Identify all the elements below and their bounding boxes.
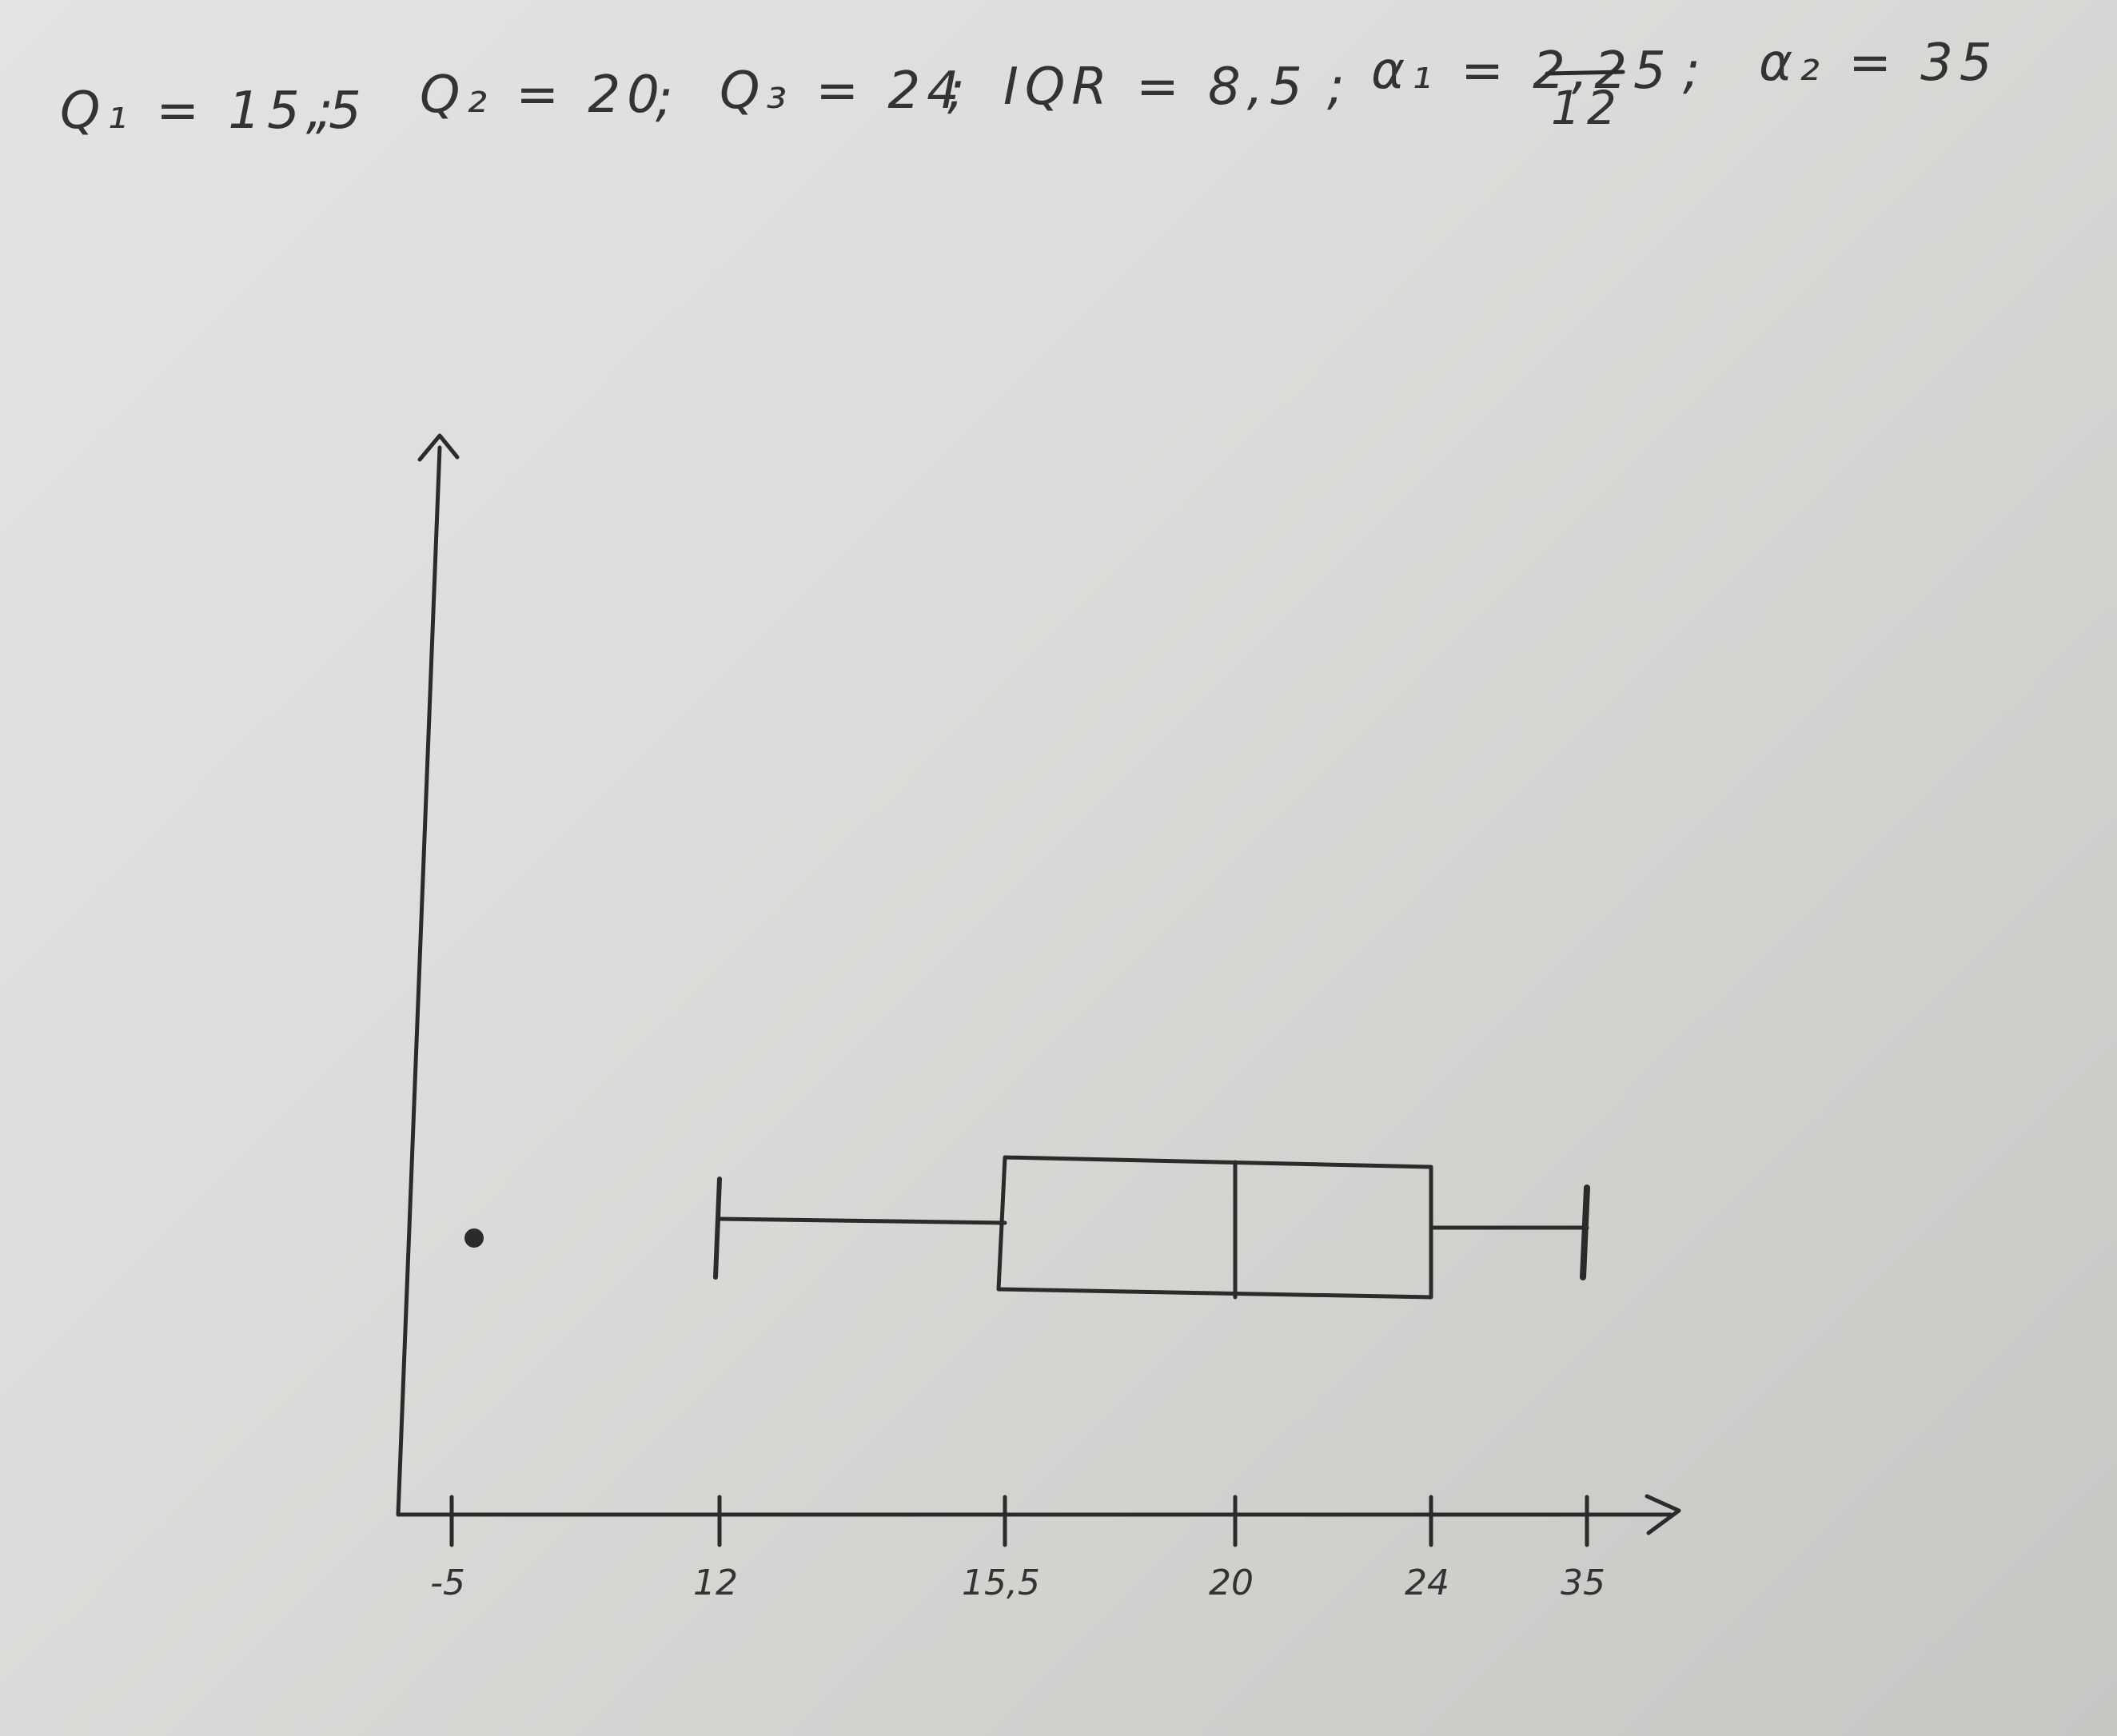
x-tick-label: -5 xyxy=(430,1563,465,1603)
whisker-low xyxy=(717,1216,1007,1225)
iqr-box xyxy=(996,1155,1433,1300)
outlier-point xyxy=(464,1228,484,1248)
separator-3: ; xyxy=(947,62,971,121)
outliers xyxy=(464,1228,484,1248)
x-tick-label: 12 xyxy=(693,1563,738,1603)
separator-2: ; xyxy=(656,70,680,129)
note-correction: 12 xyxy=(1551,81,1623,135)
x-ticks xyxy=(449,1495,1589,1547)
x-tick-label: 20 xyxy=(1209,1563,1254,1603)
x-tick-label: 15,5 xyxy=(962,1563,1040,1603)
x-tick-label: 24 xyxy=(1405,1563,1449,1603)
separator-5: ; xyxy=(1683,42,1707,101)
separator-4: ; xyxy=(1327,58,1351,117)
separator-1: ; xyxy=(316,82,340,141)
axes xyxy=(396,433,1681,1535)
x-axis-arrow xyxy=(1645,1494,1681,1535)
header-notes: Q₁ = 15,5 ; Q₂ = 20 ; Q₃ = 24 ; IQR = 8,… xyxy=(60,34,1999,141)
whisker-low-cap xyxy=(713,1177,722,1280)
whisker-high-cap xyxy=(1580,1185,1590,1280)
y-axis-arrow xyxy=(417,433,460,462)
note-q1: Q₁ = 15,5 xyxy=(60,82,368,141)
y-axis xyxy=(396,445,442,1517)
note-q3: Q₃ = 24 xyxy=(720,62,966,121)
x-tick-labels: -5 12 15,5 20 24 35 xyxy=(430,1563,1605,1603)
note-whisker-high: α₂ = 35 xyxy=(1759,34,1999,93)
box-and-whiskers xyxy=(713,1155,1590,1300)
note-q2: Q₂ = 20 xyxy=(420,66,666,125)
note-whisker-low: α₁ = 2,25 xyxy=(1371,42,1672,101)
note-iqr: IQR = 8,5 xyxy=(1003,58,1309,117)
strike-through-mark xyxy=(1545,70,1625,76)
x-tick-label: 35 xyxy=(1561,1563,1605,1603)
note-whisker-low-group: α₁ = 2,25 12 xyxy=(1371,42,1672,135)
